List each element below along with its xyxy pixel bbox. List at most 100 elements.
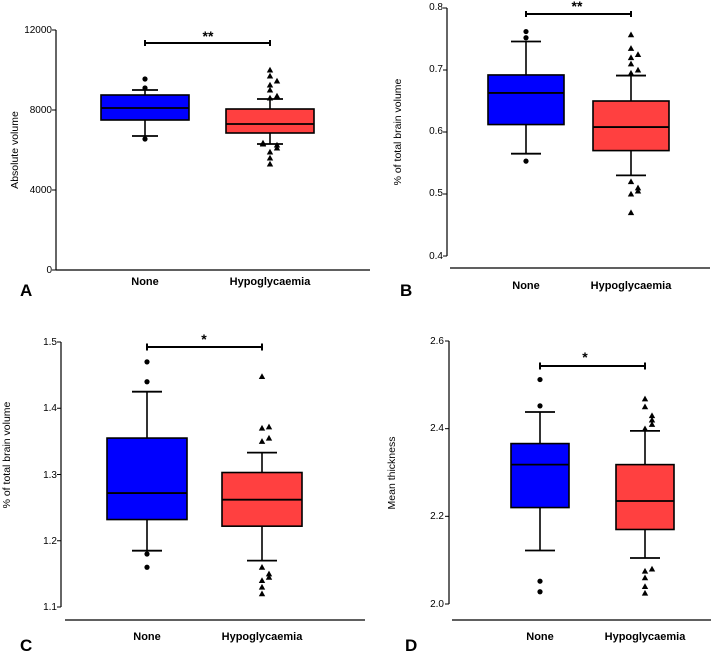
panel-b-tick-label: 0.5 [429, 188, 443, 199]
panel-b-none-outlier [523, 158, 529, 164]
panel-a-hypoglycaemia-outlier [273, 77, 281, 84]
panel-c-hypoglycaemia-outlier [265, 570, 273, 577]
panel-c-category-label: None [133, 631, 161, 643]
panel-a-y-axis-title: Absolute volume [9, 111, 21, 189]
panel-a: Absolute volume 0 4000 8000 12000 None H… [9, 25, 311, 300]
panel-c-none-outlier [144, 564, 150, 570]
panel-d-tick-label: 2.0 [430, 599, 444, 610]
panel-c-hypoglycaemia-outlier [258, 424, 266, 431]
panel-c-tick-label: 1.1 [43, 602, 57, 613]
panel-b-tick-label: 0.8 [429, 2, 443, 13]
panel-b-tick-label: 0.7 [429, 64, 443, 75]
panel-c-hypoglycaemia-outlier [265, 423, 273, 430]
panel-d-tick-label: 2.4 [430, 423, 444, 434]
panel-c-hypoglycaemia-outlier [258, 590, 266, 597]
panel-d-category-label: Hypoglycaemia [605, 631, 687, 643]
panel-d-category-label: None [526, 631, 554, 643]
panel-b-hypoglycaemia-outlier [627, 209, 635, 216]
panel-b-hypoglycaemia-outlier [634, 51, 642, 58]
panel-b-hypoglycaemia-outlier [627, 54, 635, 61]
panel-c-none-outlier [144, 359, 150, 365]
panel-d-significance: * [582, 349, 588, 365]
panel-b-hypoglycaemia-outlier [627, 31, 635, 38]
panel-b-y-axis-title: % of total brain volume [392, 78, 404, 185]
panel-a-tick-label: 8000 [30, 105, 53, 116]
panel-c-tick-label: 1.4 [43, 403, 57, 414]
panel-c-hypoglycaemia-outlier [265, 573, 273, 580]
panel-d-y-axis-title: Mean thickness [386, 437, 398, 510]
panel-a-tick-label: 4000 [30, 185, 53, 196]
panel-d-hypoglycaemia-outlier [641, 403, 649, 410]
panel-b-tick-label: 0.6 [429, 126, 443, 137]
panel-c-significance: * [201, 331, 207, 347]
panel-a-category-label: None [131, 276, 159, 288]
panel-a-hypoglycaemia-outlier [266, 94, 274, 101]
panel-a-tick-label: 12000 [24, 25, 52, 36]
panel-a-hypoglycaemia-outlier [273, 141, 281, 148]
panel-d-none-outlier [537, 589, 543, 595]
plot-marks [52, 7, 711, 621]
panel-d-tick-label: 2.6 [430, 336, 444, 347]
panel-d-none-outlier [537, 578, 543, 584]
panel-a-hypoglycaemia-outlier [266, 81, 274, 88]
panel-c-tick-label: 1.2 [43, 536, 57, 547]
panel-a-hypoglycaemia-outlier [259, 139, 267, 146]
panel-c-hypoglycaemia-outlier [258, 438, 266, 444]
panel-a-hypoglycaemia-outlier [266, 160, 274, 167]
panel-b-category-label: None [512, 280, 540, 292]
panel-b-significance: ** [572, 0, 583, 14]
panel-d-hypoglycaemia-outlier [641, 574, 649, 581]
panel-a-hypoglycaemia-outlier [266, 86, 274, 93]
panel-b-hypoglycaemia-outlier [627, 60, 635, 67]
panel-c-tick-label: 1.5 [43, 337, 57, 348]
panel-d-hypoglycaemia-outlier [648, 565, 656, 572]
panel-d-hypoglycaemia-box [615, 463, 675, 531]
panel-c-category-label: Hypoglycaemia [222, 631, 304, 643]
panel-b-hypoglycaemia-outlier [634, 187, 642, 194]
panel-c-none-outlier [144, 379, 150, 385]
panel-b-hypoglycaemia-outlier [627, 45, 635, 51]
panel-b-none-box [487, 74, 565, 126]
panel-b-hypoglycaemia-outlier [627, 178, 635, 185]
panel-c-hypoglycaemia-outlier [265, 434, 273, 441]
panel-b-hypoglycaemia-outlier [627, 190, 635, 197]
panel-c-hypoglycaemia-outlier [258, 577, 266, 584]
panel-d-hypoglycaemia-outlier [641, 589, 649, 596]
panel-c-tick-label: 1.3 [43, 470, 57, 481]
panel-d-hypoglycaemia-outlier [648, 412, 656, 419]
panel-c-y-axis-title: % of total brain volume [1, 401, 13, 508]
panel-b: % of total brain volume 0.4 0.5 0.6 0.7 … [392, 0, 672, 300]
panel-b-tick-label: 0.4 [429, 251, 443, 262]
panel-d-none-outlier [537, 403, 543, 409]
panel-c-hypoglycaemia-outlier [258, 583, 266, 590]
panel-d-hypoglycaemia-outlier [641, 425, 649, 432]
panel-c-none-outlier [144, 551, 150, 557]
panel-c-letter: C [20, 636, 32, 655]
panel-d: Mean thickness 2.0 2.2 2.4 2.6 None Hypo… [386, 336, 686, 655]
panel-b-none-outlier [523, 35, 529, 41]
panel-a-none-outlier [142, 136, 148, 142]
panel-d-none-box [510, 442, 570, 509]
panel-d-hypoglycaemia-outlier [648, 416, 656, 423]
panel-d-none-outlier [537, 376, 543, 383]
panel-d-hypoglycaemia-outlier [648, 421, 656, 427]
panel-a-none-outlier [142, 76, 148, 82]
panel-b-letter: B [400, 281, 412, 300]
panel-d-letter: D [405, 636, 417, 655]
panel-a-hypoglycaemia-outlier [266, 154, 274, 161]
panel-c-hypoglycaemia-outlier [258, 564, 266, 570]
panel-a-category-label: Hypoglycaemia [230, 276, 312, 288]
panel-d-hypoglycaemia-outlier [641, 567, 649, 574]
panel-c-none-box [106, 437, 188, 521]
panel-a-tick-label: 0 [46, 265, 52, 276]
panel-a-letter: A [20, 281, 32, 300]
panel-a-hypoglycaemia-outlier [266, 148, 274, 155]
panel-d-hypoglycaemia-outlier [641, 395, 649, 402]
panel-a-significance: ** [203, 28, 214, 44]
panel-b-hypoglycaemia-box [592, 100, 670, 152]
panel-c: % of total brain volume 1.1 1.2 1.3 1.4 … [1, 331, 303, 655]
panel-b-hypoglycaemia-outlier [627, 69, 635, 76]
panel-b-none-outlier [523, 28, 529, 35]
panel-a-hypoglycaemia-box [225, 108, 315, 134]
